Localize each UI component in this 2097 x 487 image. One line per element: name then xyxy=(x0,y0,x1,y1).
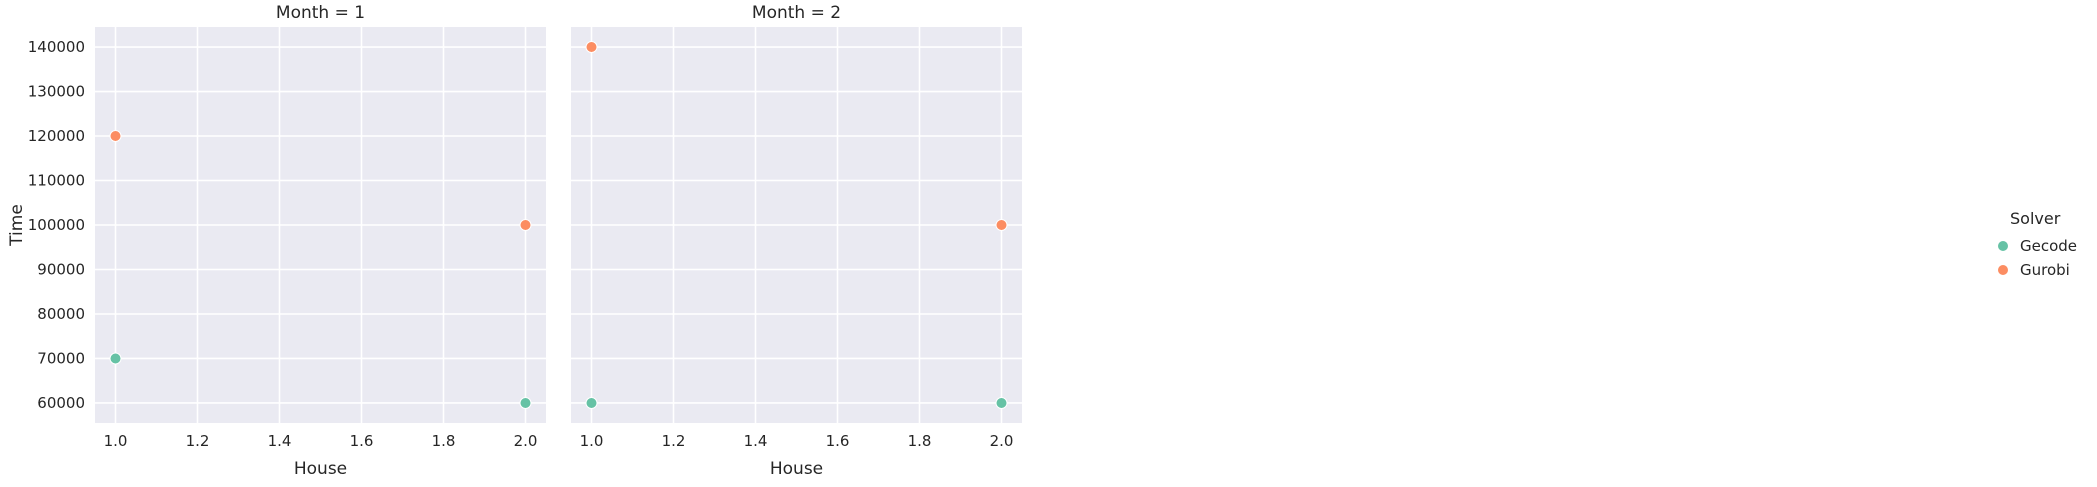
y-tick-label: 110000 xyxy=(28,172,85,190)
x-tick-label: 1.2 xyxy=(662,432,686,450)
x-tick-label: 2.0 xyxy=(514,432,538,450)
x-axis-label: House xyxy=(294,459,347,479)
x-tick-label: 1.6 xyxy=(350,432,374,450)
x-tick-label: 1.4 xyxy=(744,432,768,450)
y-axis-label: Time xyxy=(7,204,27,247)
data-point-gecode xyxy=(519,396,532,409)
data-point-gecode xyxy=(995,396,1008,409)
facet-title: Month = 1 xyxy=(276,3,365,23)
y-tick-label: 140000 xyxy=(28,38,85,56)
legend-title: Solver xyxy=(2010,209,2061,228)
x-tick-label: 1.8 xyxy=(432,432,456,450)
x-tick-label: 1.0 xyxy=(104,432,128,450)
data-point-gurobi xyxy=(585,41,598,54)
legend: Solver Gecode Gurobi xyxy=(1997,209,2077,279)
data-point-gurobi xyxy=(519,219,532,231)
x-axis-label: House xyxy=(770,459,823,479)
y-tick-label: 120000 xyxy=(28,127,85,145)
x-tick-label: 1.8 xyxy=(908,432,932,450)
y-tick-label: 100000 xyxy=(28,216,85,234)
x-tick-label: 2.0 xyxy=(990,432,1014,450)
y-tick-label: 80000 xyxy=(37,305,85,323)
data-point-gecode xyxy=(585,396,598,409)
data-point-gurobi xyxy=(109,130,122,143)
legend-label-gurobi: Gurobi xyxy=(2020,261,2070,279)
x-tick-label: 1.0 xyxy=(580,432,604,450)
facet-panel-2: 1.0 1.2 1.4 1.6 1.8 2.0 House Month = 2 xyxy=(571,3,1022,479)
y-tick-label: 70000 xyxy=(37,349,85,367)
facet-panel-1: 1.0 1.2 1.4 1.6 1.8 2.0 60000 70000 80000 90000 10… xyxy=(7,3,546,479)
y-tick-label: 130000 xyxy=(28,83,85,101)
data-point-gecode xyxy=(109,352,122,365)
y-tick-label: 60000 xyxy=(37,394,85,412)
y-tick-label: 90000 xyxy=(37,260,85,278)
legend-label-gecode: Gecode xyxy=(2020,237,2077,255)
x-tick-label: 1.6 xyxy=(826,432,850,450)
x-tick-label: 1.2 xyxy=(186,432,210,450)
data-point-gurobi xyxy=(995,219,1008,231)
x-tick-label: 1.4 xyxy=(268,432,292,450)
legend-marker-gecode xyxy=(1997,240,2009,252)
facet-title: Month = 2 xyxy=(752,3,841,23)
legend-marker-gurobi xyxy=(1997,264,2009,276)
